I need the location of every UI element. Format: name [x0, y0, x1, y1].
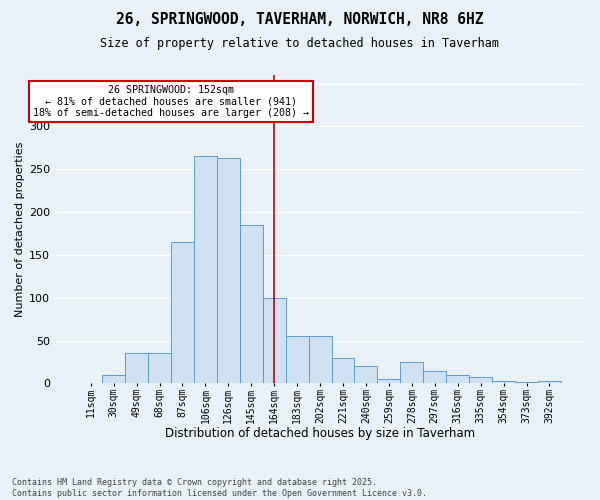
Bar	[102, 375, 125, 384]
Bar	[125, 354, 148, 384]
Bar	[332, 358, 355, 384]
Text: Size of property relative to detached houses in Taverham: Size of property relative to detached ho…	[101, 38, 499, 51]
Bar	[355, 366, 377, 384]
Bar	[377, 379, 400, 384]
Bar	[400, 362, 423, 384]
Bar	[171, 242, 194, 384]
Bar	[286, 336, 308, 384]
Bar	[446, 375, 469, 384]
Bar	[469, 378, 492, 384]
Bar	[515, 382, 538, 384]
Text: 26 SPRINGWOOD: 152sqm
← 81% of detached houses are smaller (941)
18% of semi-det: 26 SPRINGWOOD: 152sqm ← 81% of detached …	[33, 86, 309, 118]
Text: Contains HM Land Registry data © Crown copyright and database right 2025.
Contai: Contains HM Land Registry data © Crown c…	[12, 478, 427, 498]
Bar	[194, 156, 217, 384]
X-axis label: Distribution of detached houses by size in Taverham: Distribution of detached houses by size …	[165, 427, 475, 440]
Y-axis label: Number of detached properties: Number of detached properties	[15, 142, 25, 317]
Bar	[308, 336, 332, 384]
Bar	[492, 381, 515, 384]
Bar	[263, 298, 286, 384]
Bar	[148, 354, 171, 384]
Bar	[217, 158, 240, 384]
Bar	[423, 370, 446, 384]
Bar	[538, 381, 561, 384]
Text: 26, SPRINGWOOD, TAVERHAM, NORWICH, NR8 6HZ: 26, SPRINGWOOD, TAVERHAM, NORWICH, NR8 6…	[116, 12, 484, 28]
Bar	[240, 225, 263, 384]
